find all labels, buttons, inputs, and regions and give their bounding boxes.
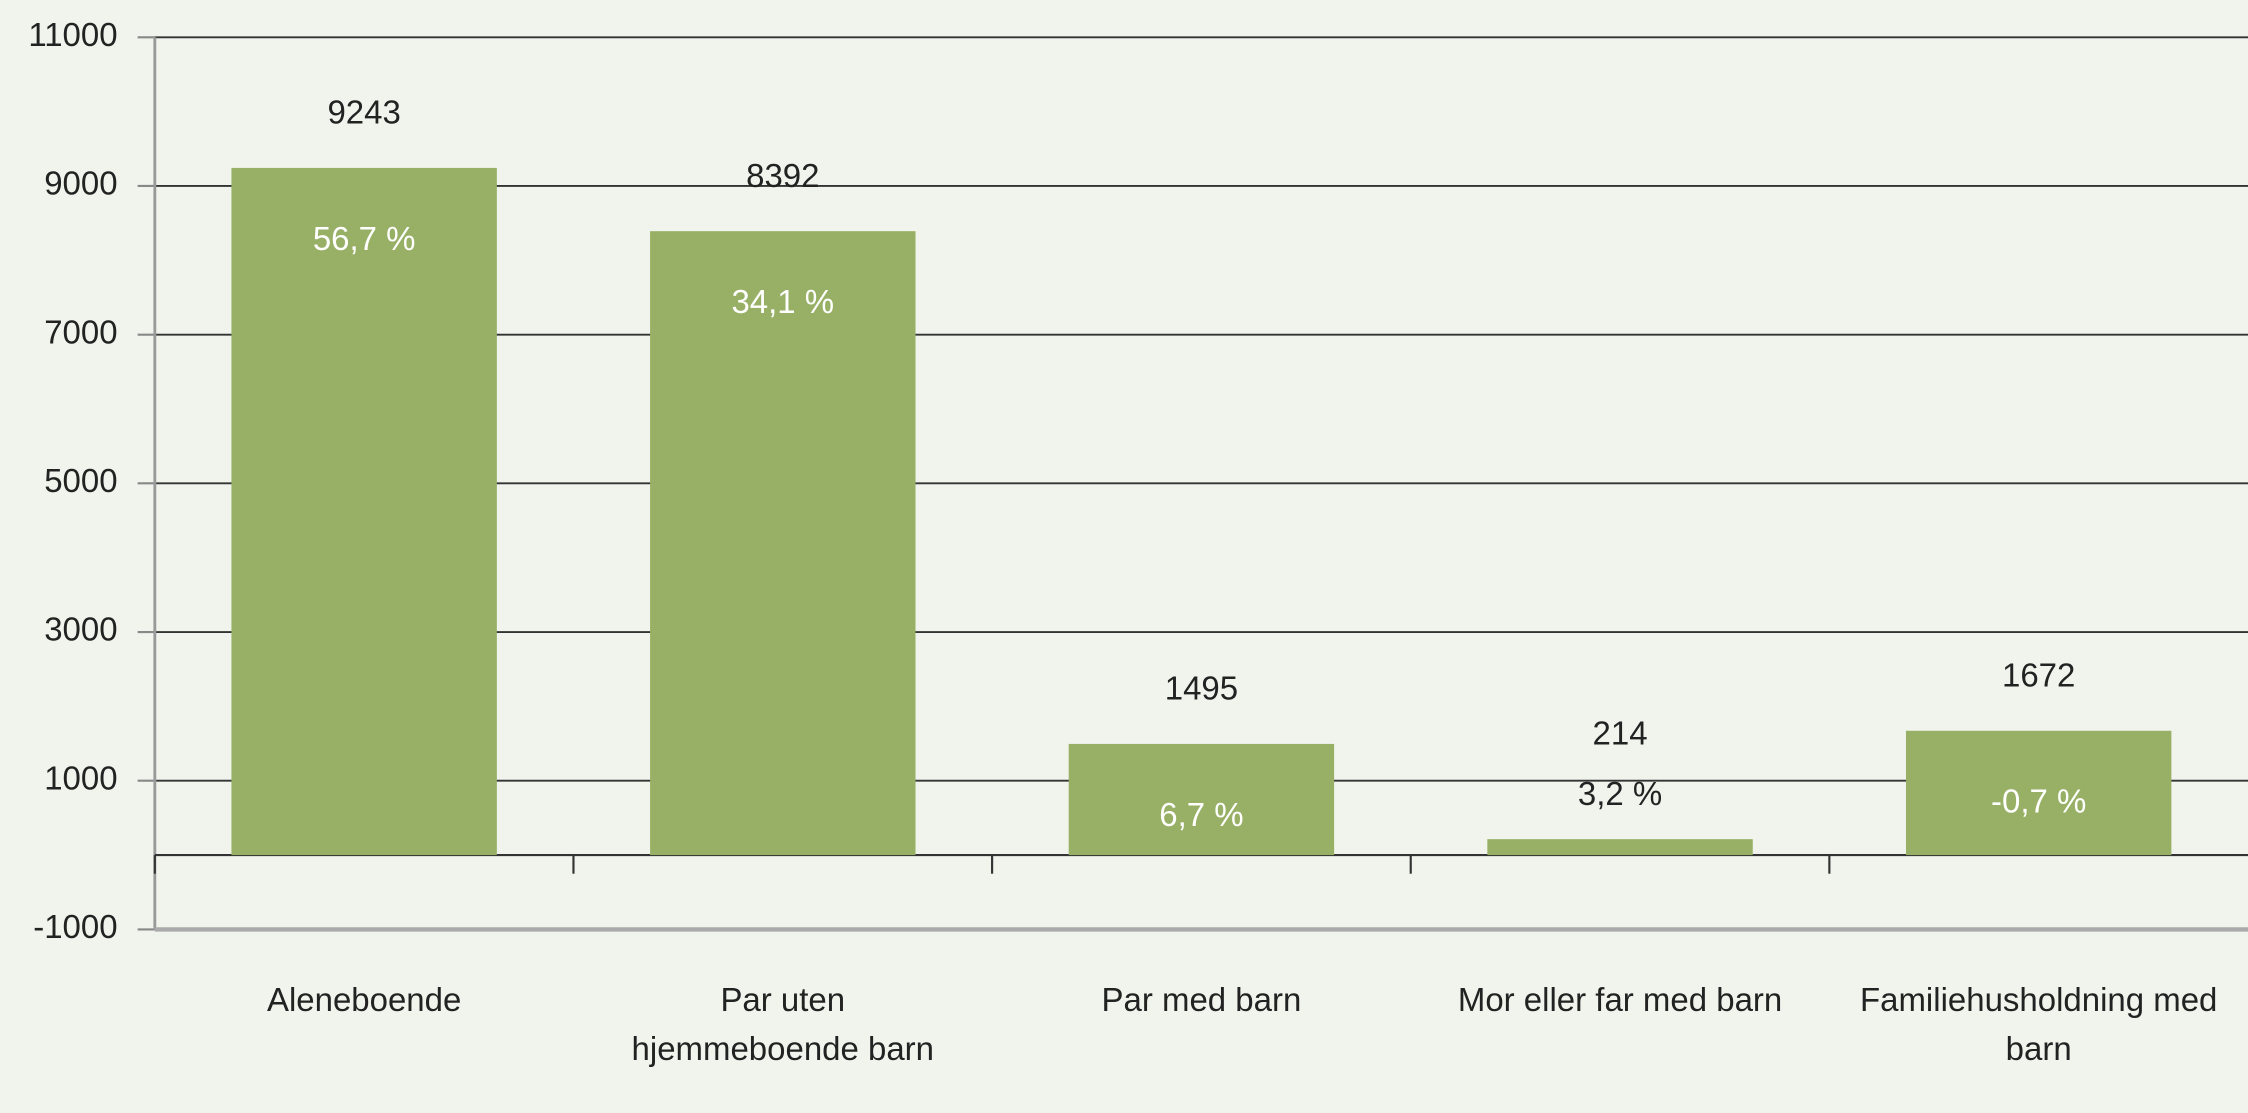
value-label: 1495 xyxy=(1165,670,1238,707)
y-tick-label: 5000 xyxy=(44,462,117,499)
bar xyxy=(650,231,916,856)
percent-label: 56,7 % xyxy=(313,220,416,257)
x-tick-label: Par uten hjemmeboende barn xyxy=(631,981,935,1068)
y-tick-label: -1000 xyxy=(33,908,117,945)
value-label: 8392 xyxy=(746,157,819,194)
y-tick-label: 11000 xyxy=(28,16,117,53)
y-tick-label: 9000 xyxy=(44,165,117,202)
bar xyxy=(1068,743,1335,856)
x-tick-label: Aleneboende xyxy=(266,981,462,1019)
x-tick-label: Par med barn xyxy=(1101,981,1302,1019)
bar xyxy=(231,167,497,856)
percent-label: 34,1 % xyxy=(731,283,834,320)
bar xyxy=(1487,839,1753,856)
value-label: 214 xyxy=(1593,715,1648,752)
y-tick-label: 1000 xyxy=(44,759,117,796)
y-tick-label: 7000 xyxy=(44,313,117,350)
bar xyxy=(1905,730,2172,856)
value-label: 9243 xyxy=(327,94,400,131)
percent-label: 6,7 % xyxy=(1159,796,1243,833)
x-tick-label: Mor eller far med barn xyxy=(1457,981,1783,1019)
percent-label: 3,2 % xyxy=(1578,775,1662,812)
percent-label: -0,7 % xyxy=(1991,783,2086,820)
y-tick-label: 3000 xyxy=(44,611,117,648)
x-tick-label: Familiehusholdning med barn xyxy=(1859,981,2218,1068)
value-label: 1672 xyxy=(2002,656,2075,693)
